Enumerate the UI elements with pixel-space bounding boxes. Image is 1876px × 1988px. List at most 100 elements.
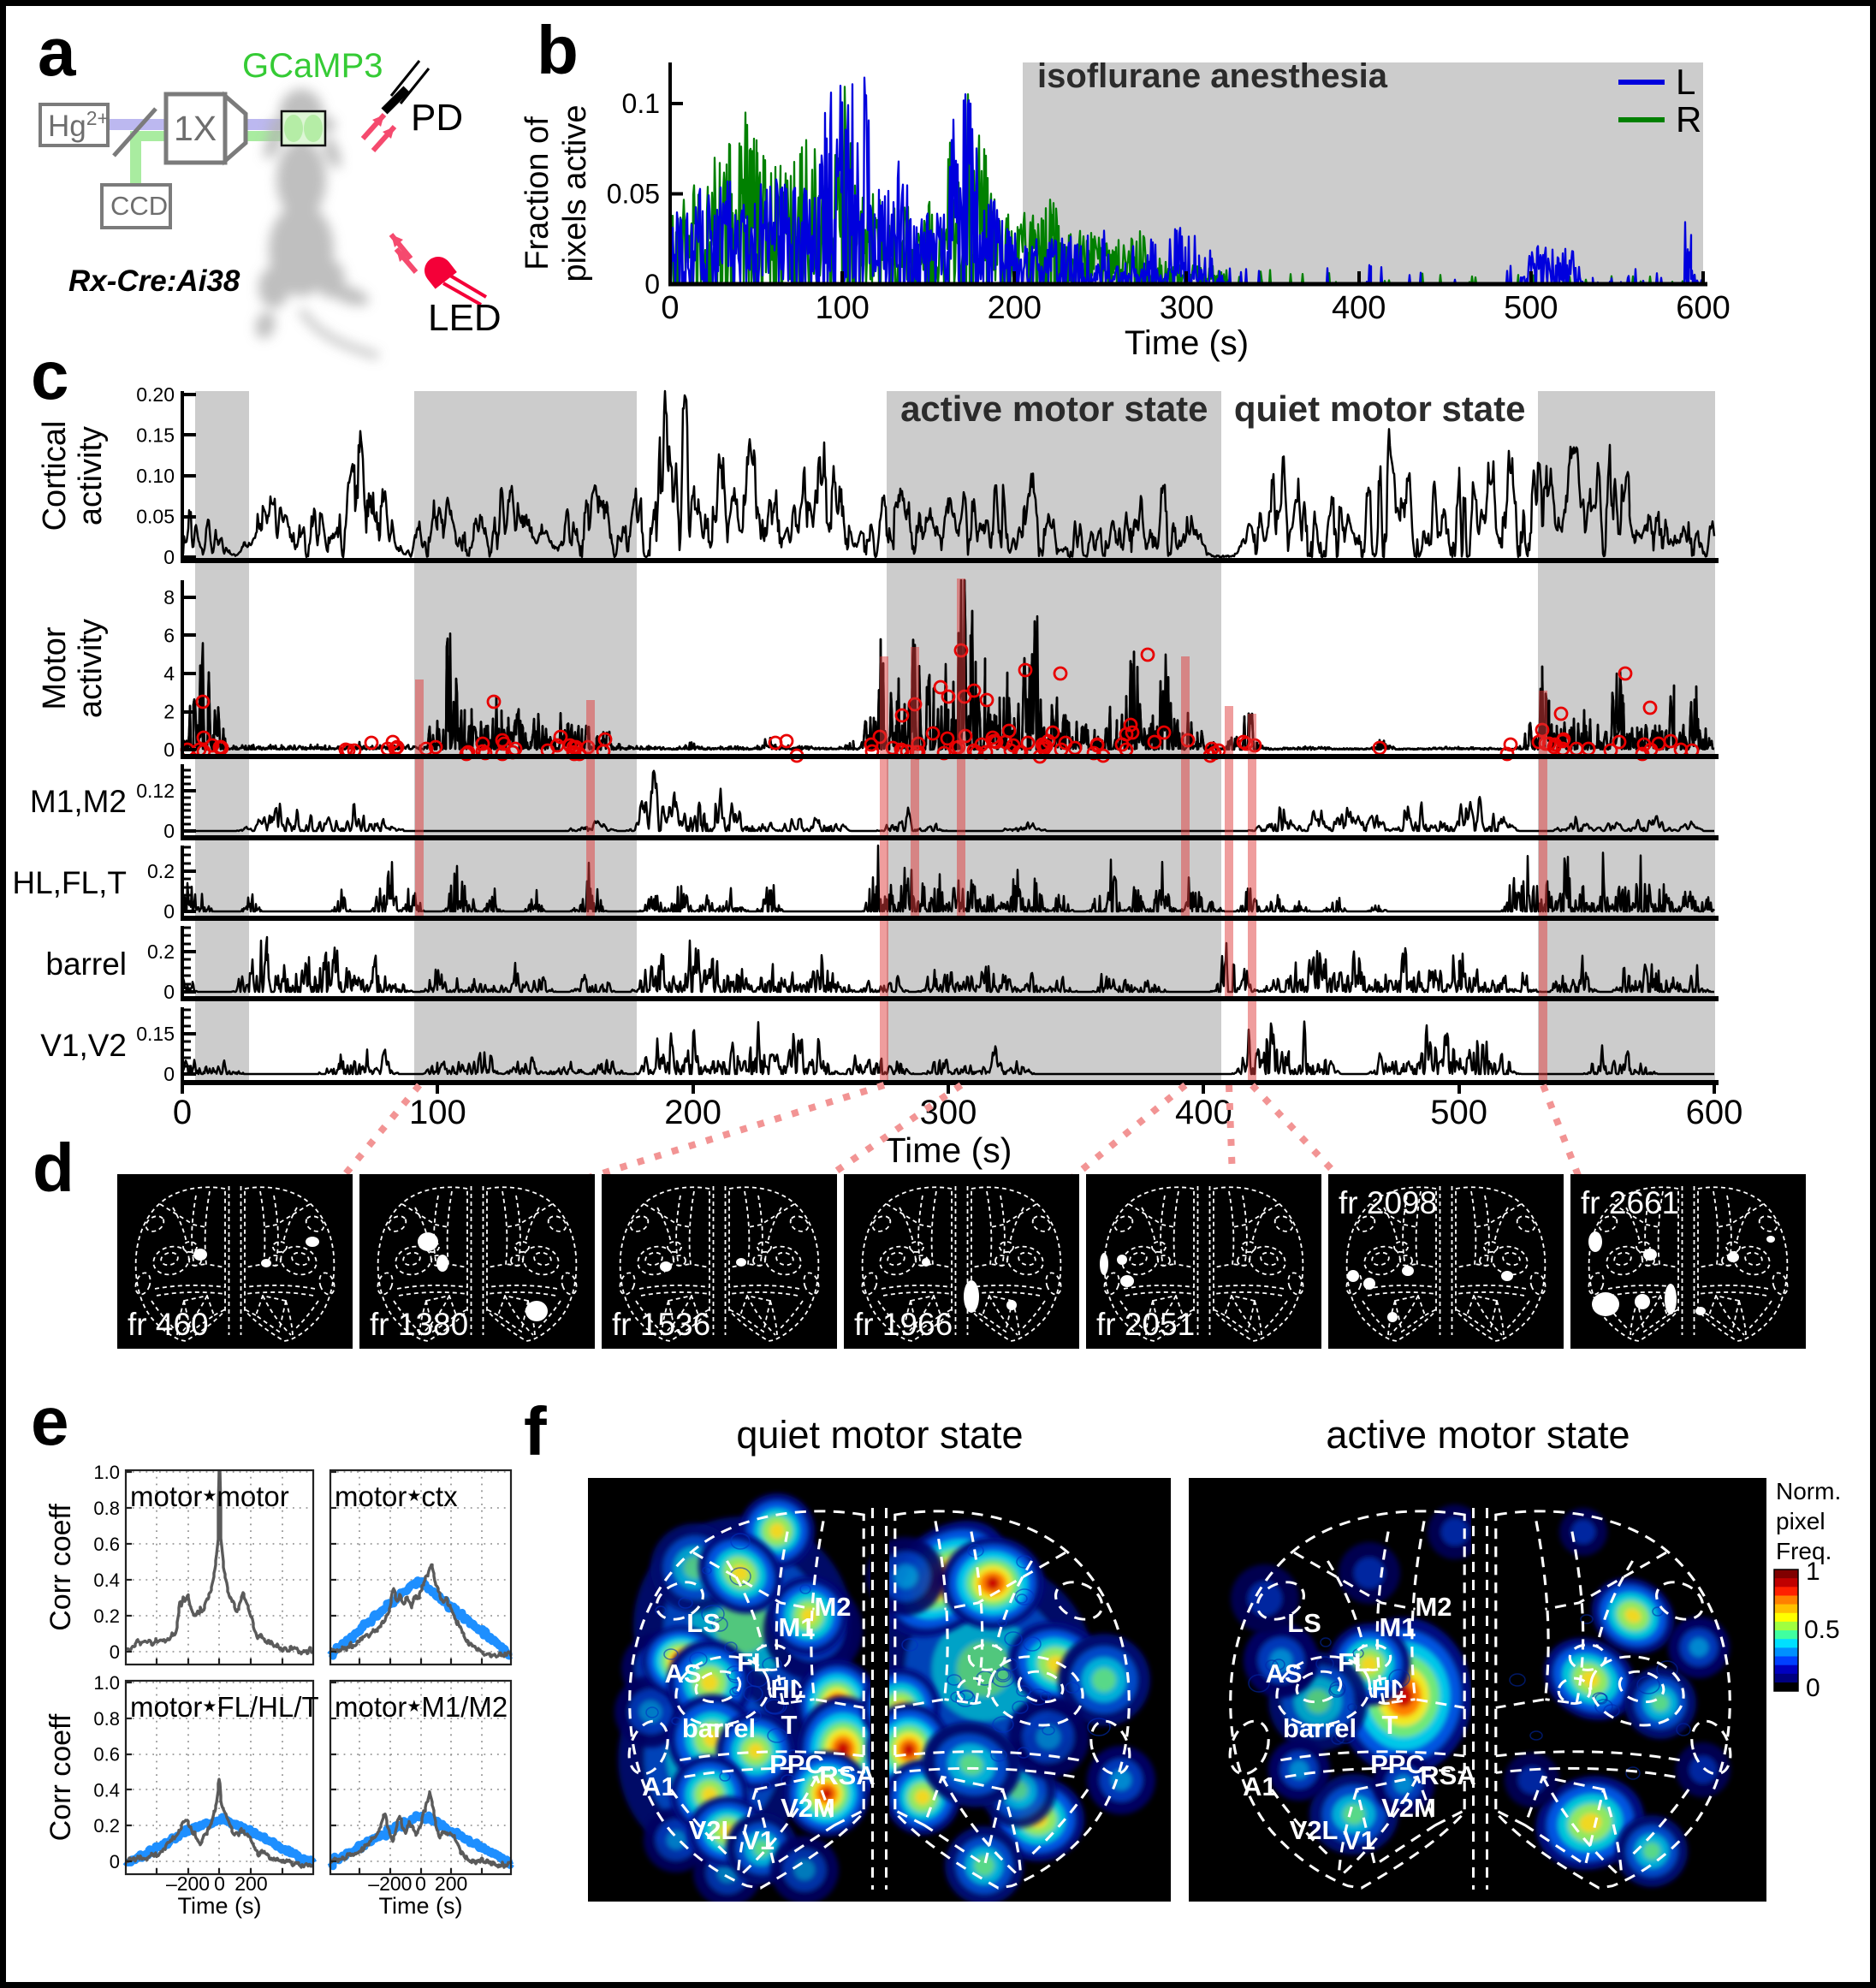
svg-text:100: 100	[409, 1094, 466, 1131]
svg-text:0.4: 0.4	[93, 1779, 120, 1801]
svg-text:0.15: 0.15	[136, 1023, 175, 1045]
svg-text:0: 0	[163, 546, 175, 568]
svg-text:active motor state: active motor state	[1326, 1413, 1630, 1457]
svg-text:Rx-Cre:Ai38: Rx-Cre:Ai38	[68, 264, 240, 298]
svg-text:HL: HL	[1371, 1674, 1406, 1704]
svg-text:0.6: 0.6	[93, 1744, 120, 1765]
svg-text:PD: PD	[411, 97, 463, 139]
svg-text:M2: M2	[814, 1592, 851, 1622]
svg-text:PPC: PPC	[1370, 1749, 1425, 1779]
svg-text:300: 300	[1160, 290, 1214, 326]
svg-text:V1: V1	[742, 1825, 775, 1855]
svg-text:V1: V1	[1343, 1825, 1375, 1855]
svg-text:HL,FL,T: HL,FL,T	[12, 865, 127, 900]
svg-text:d: d	[33, 1130, 74, 1206]
svg-text:0.2: 0.2	[93, 1605, 120, 1627]
svg-text:0: 0	[163, 900, 175, 923]
svg-text:LED: LED	[428, 297, 502, 339]
svg-text:0.2: 0.2	[147, 941, 175, 963]
svg-text:Time (s): Time (s)	[379, 1893, 463, 1919]
svg-text:2: 2	[163, 701, 175, 723]
svg-text:0: 0	[415, 1872, 426, 1895]
svg-text:barrel: barrel	[45, 947, 127, 982]
svg-text:barrel: barrel	[1283, 1713, 1357, 1743]
svg-text:motor★FL/HL/T: motor★FL/HL/T	[130, 1691, 319, 1723]
svg-text:activity: activity	[73, 619, 109, 718]
svg-text:0.12: 0.12	[136, 780, 175, 802]
svg-text:FL: FL	[737, 1647, 769, 1677]
svg-text:quiet motor state: quiet motor state	[1234, 389, 1526, 429]
svg-text:fr 1536: fr 1536	[612, 1307, 710, 1342]
svg-text:0: 0	[1806, 1674, 1820, 1702]
svg-text:0.6: 0.6	[93, 1534, 120, 1555]
svg-text:100: 100	[815, 290, 869, 326]
svg-text:0.05: 0.05	[607, 179, 660, 210]
svg-text:0: 0	[214, 1872, 225, 1895]
svg-text:M1: M1	[1379, 1612, 1416, 1642]
svg-text:barrel: barrel	[682, 1713, 756, 1743]
svg-text:a: a	[38, 14, 76, 90]
svg-text:0: 0	[163, 981, 175, 1003]
svg-text:c: c	[31, 337, 69, 413]
svg-text:V1,V2: V1,V2	[40, 1028, 127, 1063]
svg-text:0: 0	[163, 1063, 175, 1085]
svg-text:0.10: 0.10	[136, 465, 175, 487]
svg-text:motor★ctx: motor★ctx	[335, 1481, 458, 1512]
svg-text:GCaMP3: GCaMP3	[242, 47, 383, 85]
svg-text:0.20: 0.20	[136, 383, 175, 406]
svg-text:active motor state: active motor state	[900, 389, 1208, 429]
svg-text:RSA: RSA	[1420, 1760, 1475, 1790]
svg-text:PPC: PPC	[769, 1749, 824, 1779]
svg-text:0.15: 0.15	[136, 424, 175, 447]
svg-text:M2: M2	[1415, 1592, 1452, 1622]
svg-text:Time (s): Time (s)	[1125, 324, 1249, 362]
svg-text:Time (s): Time (s)	[178, 1893, 262, 1919]
svg-text:200: 200	[234, 1872, 267, 1895]
svg-text:200: 200	[435, 1872, 467, 1895]
svg-text:quiet motor state: quiet motor state	[736, 1413, 1023, 1457]
svg-text:LS: LS	[1287, 1608, 1321, 1638]
svg-text:AS: AS	[664, 1659, 701, 1688]
svg-text:200: 200	[664, 1094, 721, 1131]
svg-text:V2M: V2M	[1381, 1793, 1436, 1823]
svg-text:fr 2661: fr 2661	[1581, 1185, 1679, 1220]
svg-text:–200: –200	[368, 1872, 412, 1895]
svg-text:activity: activity	[73, 426, 109, 525]
svg-text:600: 600	[1686, 1094, 1743, 1131]
svg-text:1.0: 1.0	[93, 1462, 120, 1483]
svg-text:M1: M1	[778, 1612, 815, 1642]
svg-text:Motor: Motor	[37, 626, 73, 709]
svg-text:0.2: 0.2	[147, 860, 175, 882]
svg-text:Corr coeff: Corr coeff	[45, 1504, 77, 1631]
svg-text:A1: A1	[642, 1771, 676, 1801]
svg-text:fr 2098: fr 2098	[1339, 1185, 1437, 1220]
svg-text:Time (s): Time (s)	[885, 1130, 1012, 1170]
svg-text:0: 0	[644, 269, 660, 300]
svg-text:fr 1966: fr 1966	[854, 1307, 953, 1342]
svg-text:motor★M1/M2: motor★M1/M2	[335, 1691, 508, 1723]
svg-text:T: T	[781, 1710, 798, 1740]
svg-text:500: 500	[1504, 290, 1558, 326]
svg-text:LS: LS	[686, 1608, 721, 1638]
svg-text:fr 2051: fr 2051	[1096, 1307, 1195, 1342]
svg-text:1.0: 1.0	[93, 1672, 120, 1694]
svg-text:6: 6	[163, 625, 175, 647]
svg-text:8: 8	[163, 586, 175, 608]
svg-text:200: 200	[988, 290, 1042, 326]
svg-text:L: L	[1676, 62, 1695, 102]
svg-text:V2L: V2L	[689, 1815, 738, 1845]
svg-text:–200: –200	[166, 1872, 210, 1895]
svg-text:500: 500	[1430, 1094, 1487, 1131]
svg-text:400: 400	[1332, 290, 1386, 326]
svg-text:0: 0	[661, 290, 679, 326]
svg-text:Fraction of: Fraction of	[519, 116, 555, 270]
svg-text:f: f	[524, 1393, 547, 1469]
svg-text:4: 4	[163, 662, 175, 685]
svg-text:300: 300	[920, 1094, 977, 1131]
svg-text:0.05: 0.05	[136, 506, 175, 528]
svg-text:0.5: 0.5	[1804, 1616, 1840, 1644]
svg-text:A1: A1	[1243, 1771, 1277, 1801]
svg-text:isoflurane anesthesia: isoflurane anesthesia	[1037, 57, 1388, 95]
svg-text:e: e	[31, 1383, 69, 1459]
svg-text:0.4: 0.4	[93, 1570, 120, 1591]
